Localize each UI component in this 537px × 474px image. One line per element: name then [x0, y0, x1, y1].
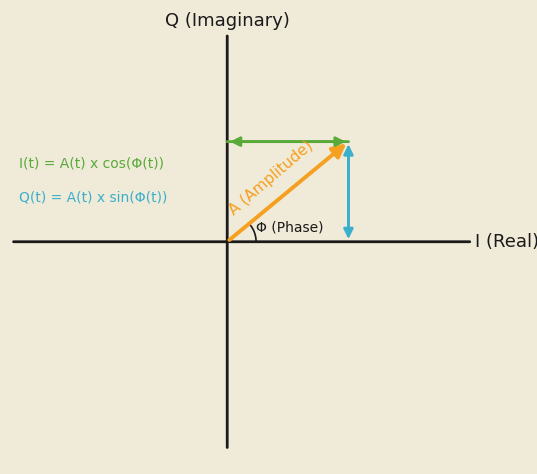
Text: A (Amplitude): A (Amplitude)	[227, 137, 316, 218]
Text: Q (Imaginary): Q (Imaginary)	[165, 12, 289, 30]
Text: I (Real): I (Real)	[475, 233, 537, 251]
Text: Q(t) = A(t) x sin(Φ(t)): Q(t) = A(t) x sin(Φ(t))	[19, 190, 168, 204]
Text: Φ (Phase): Φ (Phase)	[256, 221, 324, 235]
Text: I(t) = A(t) x cos(Φ(t)): I(t) = A(t) x cos(Φ(t))	[19, 157, 164, 171]
